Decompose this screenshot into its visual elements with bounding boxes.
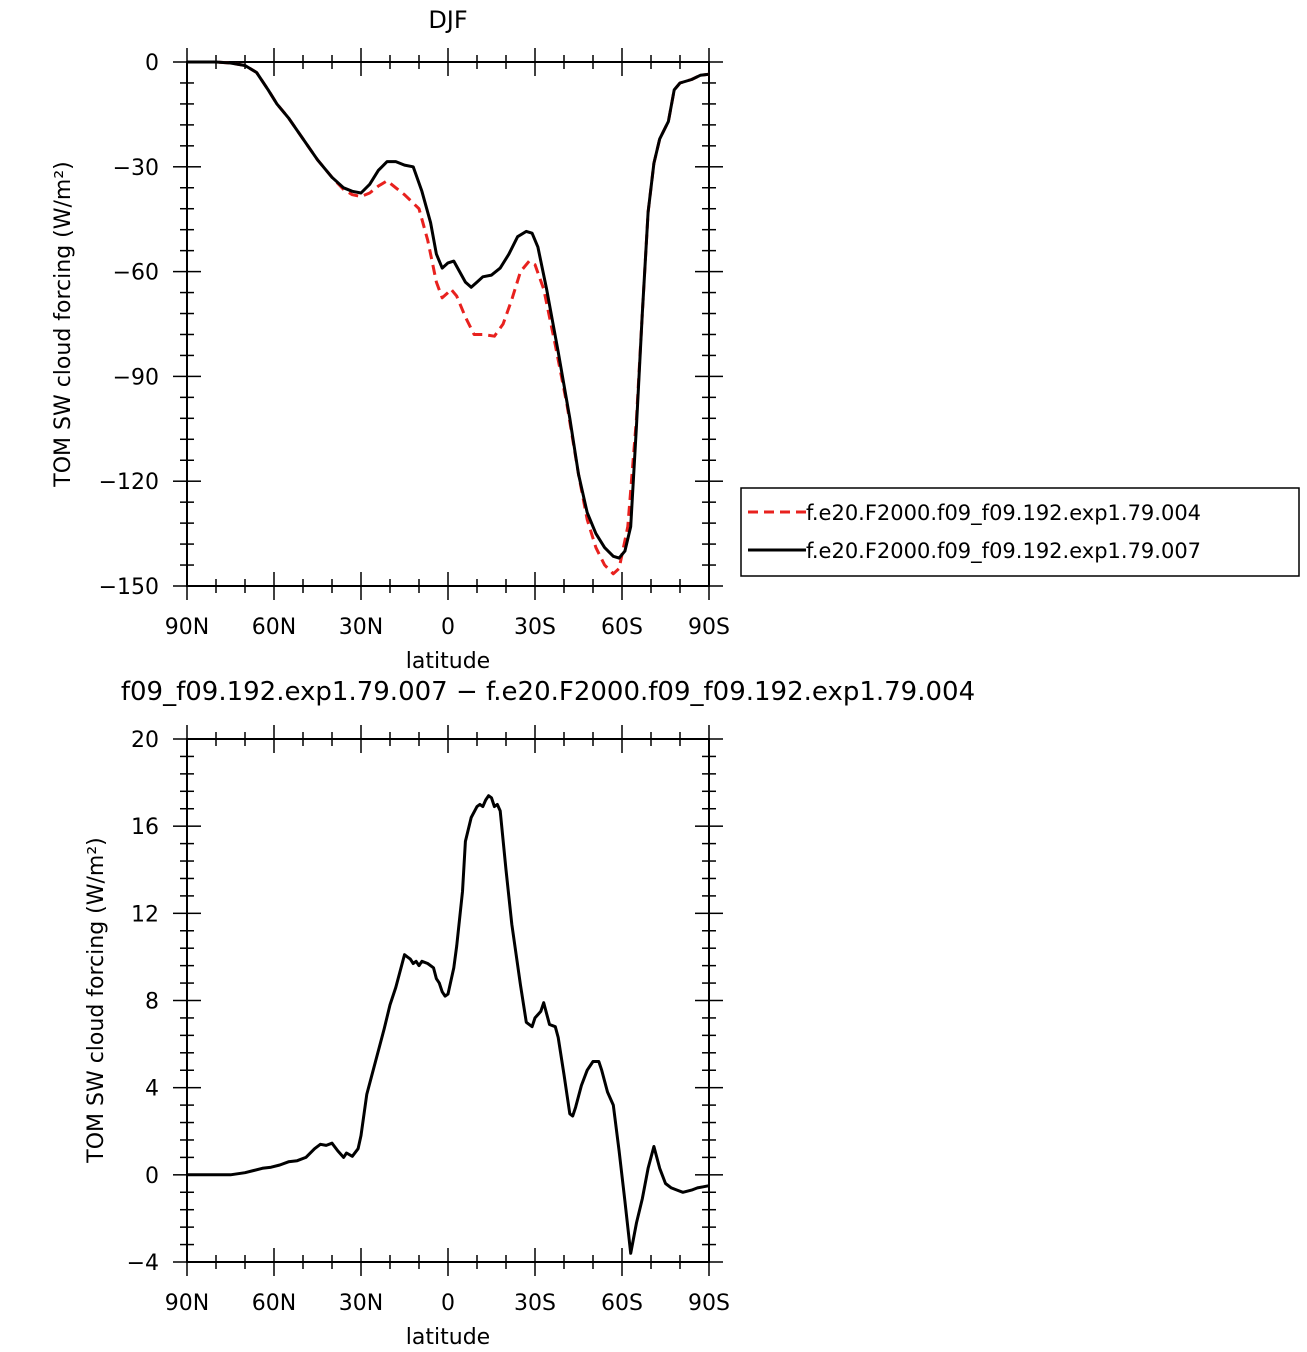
y-tick-label: 4	[145, 1077, 159, 1102]
y-tick-label: 8	[145, 990, 159, 1015]
x-tick-label: 60N	[252, 615, 296, 640]
x-tick-label: 90N	[165, 615, 209, 640]
x-tick-label: 30N	[339, 615, 383, 640]
y-tick-label: −150	[99, 575, 159, 600]
djf-panel: DJF 0−30−60−90−120−150 90N 60N 30N 0 30S 60S 9…	[51, 6, 1300, 674]
y-tick-label: −4	[127, 1251, 159, 1276]
y-axis-ticks: 0 −30 −60 −90 −120 −150	[99, 51, 723, 600]
y-tick-label: 0	[145, 51, 159, 76]
x-tick-label: 90S	[688, 1291, 730, 1316]
x-tick-label: 60S	[601, 1291, 643, 1316]
difference-panel: f09_f09.192.exp1.79.007 − f.e20.F2000.f0…	[84, 677, 975, 1350]
y-axis-label: TOM SW cloud forcing (W/m²)	[51, 161, 76, 487]
x-tick-label: 0	[441, 1291, 455, 1316]
legend-label-0: f.e20.F2000.f09_f09.192.exp1.79.004	[806, 501, 1201, 526]
x-tick-label: 30N	[339, 1291, 383, 1316]
x-axis-label: latitude	[406, 649, 490, 674]
y-tick-label: 0	[145, 1164, 159, 1189]
plot-frame	[186, 738, 710, 1263]
legend-box	[740, 487, 1300, 577]
x-tick-label: 60N	[252, 1291, 296, 1316]
y-tick-label: 12	[131, 902, 159, 927]
y-axis-ticks: 20 16 12 8 4 0 −4	[127, 728, 723, 1276]
series-lines	[187, 794, 710, 1255]
x-axis-ticks: 90N 60N 30N 0 30S 60S 90S	[165, 725, 730, 1316]
y-tick-label: 20	[131, 728, 159, 753]
series-lines	[187, 60, 710, 576]
x-tick-label: 60S	[601, 615, 643, 640]
y-tick-label: −30	[113, 156, 159, 181]
series-line-0	[187, 60, 710, 576]
panel-title: f09_f09.192.exp1.79.007 − f.e20.F2000.f0…	[121, 677, 975, 707]
series-line-0	[187, 794, 710, 1255]
legend-label-1: f.e20.F2000.f09_f09.192.exp1.79.007	[806, 539, 1201, 564]
series-line-1	[187, 60, 710, 560]
y-axis-label: TOM SW cloud forcing (W/m²)	[84, 837, 109, 1163]
x-tick-label: 90S	[688, 615, 730, 640]
x-axis-label: latitude	[406, 1325, 490, 1350]
legend: f.e20.F2000.f09_f09.192.exp1.79.004 f.e2…	[740, 487, 1300, 577]
x-tick-label: 90N	[165, 1291, 209, 1316]
x-axis-ticks: 90N 60N 30N 0 30S 60S 90S	[165, 48, 730, 640]
x-tick-label: 30S	[514, 615, 556, 640]
x-tick-label: 0	[441, 615, 455, 640]
x-tick-label: 30S	[514, 1291, 556, 1316]
y-tick-label: −90	[113, 365, 159, 390]
y-tick-label: 16	[131, 815, 159, 840]
y-tick-label: −120	[99, 470, 159, 495]
panel-title: DJF	[428, 6, 467, 34]
y-tick-label: −60	[113, 261, 159, 286]
